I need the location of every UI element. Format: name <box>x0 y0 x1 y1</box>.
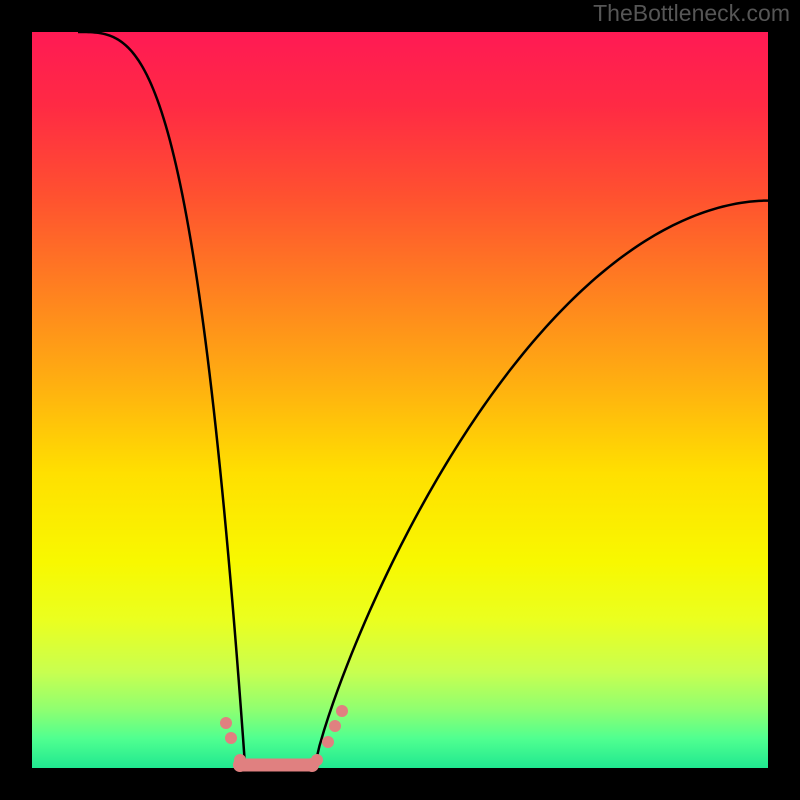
left-marker-1 <box>225 732 237 744</box>
right-marker-2 <box>329 720 341 732</box>
left-marker-2 <box>234 754 246 766</box>
watermark-text: TheBottleneck.com <box>593 0 790 27</box>
right-marker-3 <box>336 705 348 717</box>
left-marker-0 <box>220 717 232 729</box>
plot-background <box>32 32 768 768</box>
right-marker-1 <box>322 736 334 748</box>
bottleneck-chart <box>0 0 800 800</box>
right-marker-0 <box>311 754 323 766</box>
chart-canvas: TheBottleneck.com <box>0 0 800 800</box>
